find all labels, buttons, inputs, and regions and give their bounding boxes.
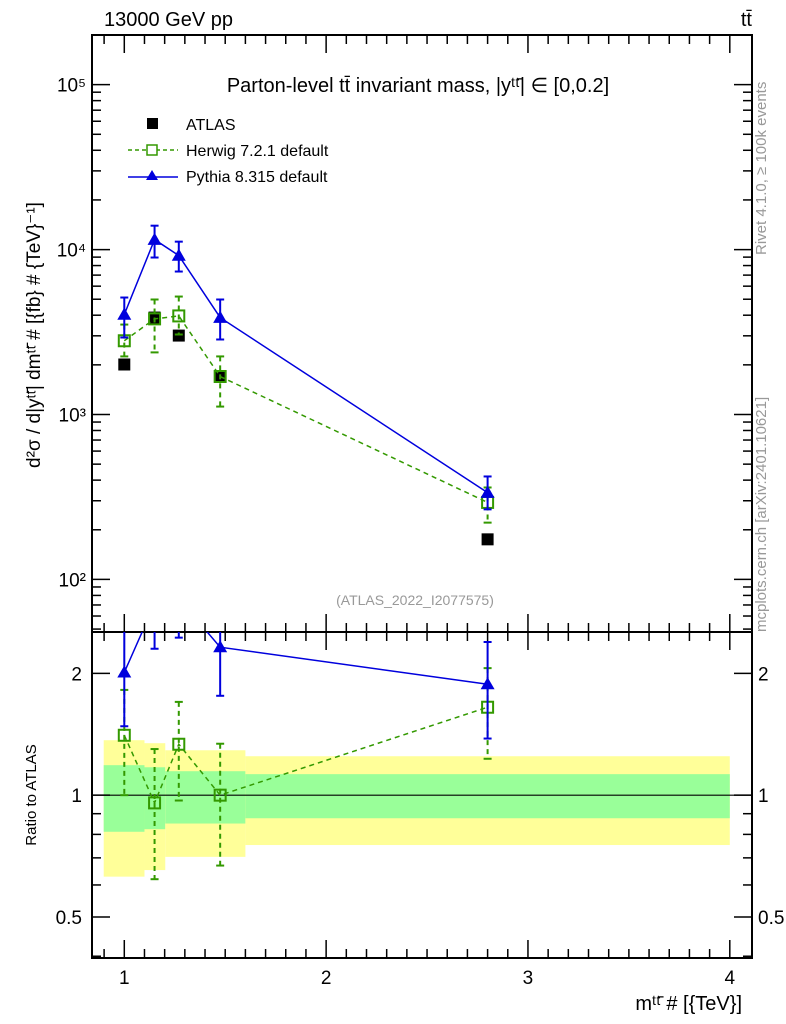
legend-label-pythia: Pythia 8.315 default xyxy=(186,169,328,186)
herwig-ratio-point xyxy=(213,788,227,802)
y-tick-label: 10⁵ xyxy=(57,76,86,97)
ratio-y-tick-label: 0.5 xyxy=(56,908,82,929)
rivet-label: Rivet 4.1.0, ≥ 100k events xyxy=(753,82,770,255)
mcplots-label: mcplots.cern.ch [arXiv:2401.10621] xyxy=(753,397,770,632)
herwig-ratio-point xyxy=(172,737,186,751)
pythia-ratio-point xyxy=(213,640,228,653)
legend-marker-herwig xyxy=(146,144,158,156)
pythia-ratio-point xyxy=(148,597,162,609)
header-right: tt̄ xyxy=(741,9,753,31)
y-tick-label: 10³ xyxy=(59,406,86,427)
ratio-band-green xyxy=(165,771,246,824)
x-axis-label: mᵗᵗ̄ # [{TeV}] xyxy=(635,993,742,1015)
y-tick-label: 10⁴ xyxy=(57,241,86,262)
ratio-y-tick-label: 1 xyxy=(71,786,82,807)
header-left: 13000 GeV pp xyxy=(104,9,233,31)
pythia-point xyxy=(171,248,186,261)
pythia-ratio-line xyxy=(123,632,488,685)
x-tick-label: 3 xyxy=(523,968,534,989)
herwig-ratio-point xyxy=(148,796,162,810)
legend-label-herwig: Herwig 7.2.1 default xyxy=(186,143,329,160)
pythia-ratio-point xyxy=(117,665,132,678)
atlas-point xyxy=(481,533,494,546)
legend: ATLAS Herwig 7.2.1 default Pythia 8.315 … xyxy=(128,117,329,186)
y-tick-label: 10² xyxy=(59,570,86,591)
ratio-y-tick-label-right: 0.5 xyxy=(758,908,784,929)
ratio-band-green xyxy=(103,765,145,832)
herwig-line xyxy=(123,315,488,504)
herwig-ratio-point xyxy=(117,728,131,742)
x-tick-label: 1 xyxy=(119,968,130,989)
herwig-point xyxy=(172,309,186,323)
legend-label-atlas: ATLAS xyxy=(186,117,236,134)
main-title: Parton-level tt̄ invariant mass, |yᵗᵗ̄| … xyxy=(227,75,609,97)
watermark: (ATLAS_2022_I2077575) xyxy=(336,592,494,608)
pythia-point xyxy=(117,307,132,320)
x-tick-label: 2 xyxy=(321,968,332,989)
ratio-y-tick-label-right: 1 xyxy=(758,786,769,807)
pythia-ratio-point xyxy=(172,592,186,604)
ratio-y-axis-label: Ratio to ATLAS xyxy=(23,744,40,845)
ratio-band-green xyxy=(245,774,730,819)
atlas-point xyxy=(172,329,185,342)
legend-marker-atlas xyxy=(147,118,158,129)
ratio-y-tick-label-right: 2 xyxy=(758,664,769,685)
legend-marker-pythia xyxy=(146,170,158,180)
pythia-point xyxy=(147,232,162,245)
atlas-point xyxy=(118,358,131,371)
herwig-point xyxy=(148,312,162,326)
ratio-y-tick-label: 2 xyxy=(71,664,82,685)
y-axis-label: d²σ / d|yᵗᵗ̄| dmᵗᵗ̄ # [{fb} # {TeV}⁻¹] xyxy=(24,202,45,468)
pythia-ratio-point xyxy=(480,677,495,690)
pythia-point xyxy=(213,310,228,323)
herwig-point xyxy=(213,369,227,383)
ratio-series-group xyxy=(117,592,495,881)
x-tick-label: 4 xyxy=(725,968,736,989)
pythia-line xyxy=(123,238,489,494)
herwig-ratio-line xyxy=(123,706,488,805)
pythia-point xyxy=(480,485,495,498)
